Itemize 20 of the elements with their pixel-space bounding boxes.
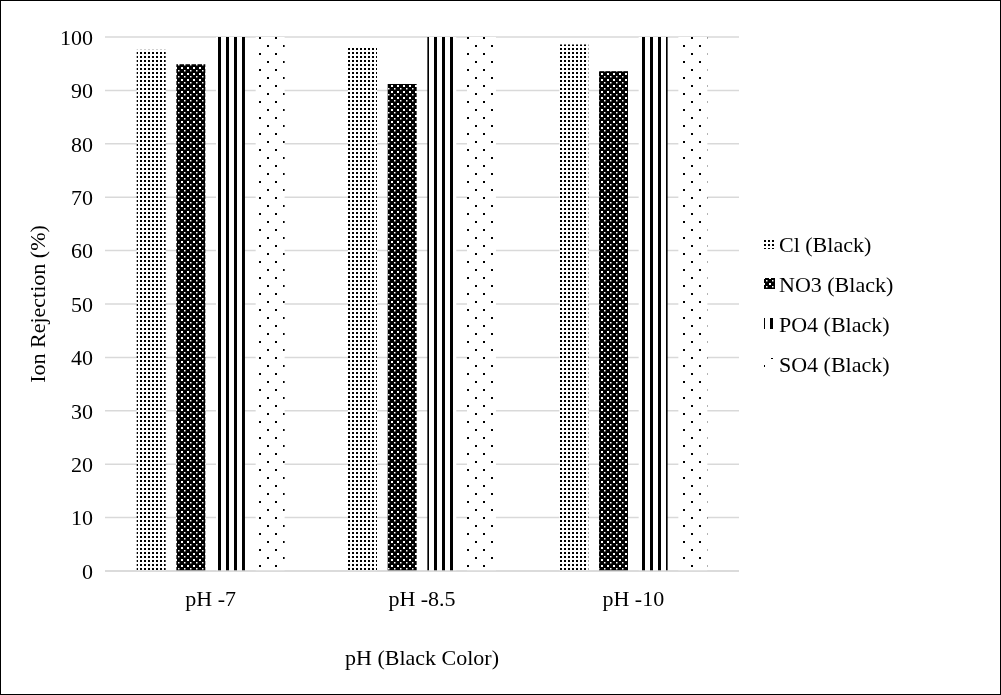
y-tick-label: 80 (71, 131, 93, 157)
legend-label: PO4 (Black) (779, 311, 890, 337)
y-tick-label: 40 (71, 345, 93, 371)
y-tick-label: 60 (71, 238, 93, 264)
y-tick-label: 30 (71, 398, 93, 424)
y-tick-label: 50 (71, 291, 93, 317)
y-tick-label: 90 (71, 78, 93, 104)
legend-label: SO4 (Black) (779, 351, 890, 377)
x-tick-label: pH -8.5 (388, 586, 456, 611)
y-tick-label: 0 (82, 558, 93, 584)
legend-label: Cl (Black) (779, 231, 872, 257)
x-tick-label: pH -10 (602, 586, 665, 611)
y-tick-label: 100 (60, 24, 93, 50)
legend-label: NO3 (Black) (779, 271, 894, 297)
x-axis-title: pH (Black Color) (345, 645, 499, 670)
y-tick-label: 70 (71, 184, 93, 210)
x-tick-label: pH -7 (185, 586, 237, 611)
y-tick-label: 20 (71, 451, 93, 477)
y-tick-label: 10 (71, 505, 93, 531)
y-axis-title: Ion Rejection (%) (25, 225, 50, 383)
